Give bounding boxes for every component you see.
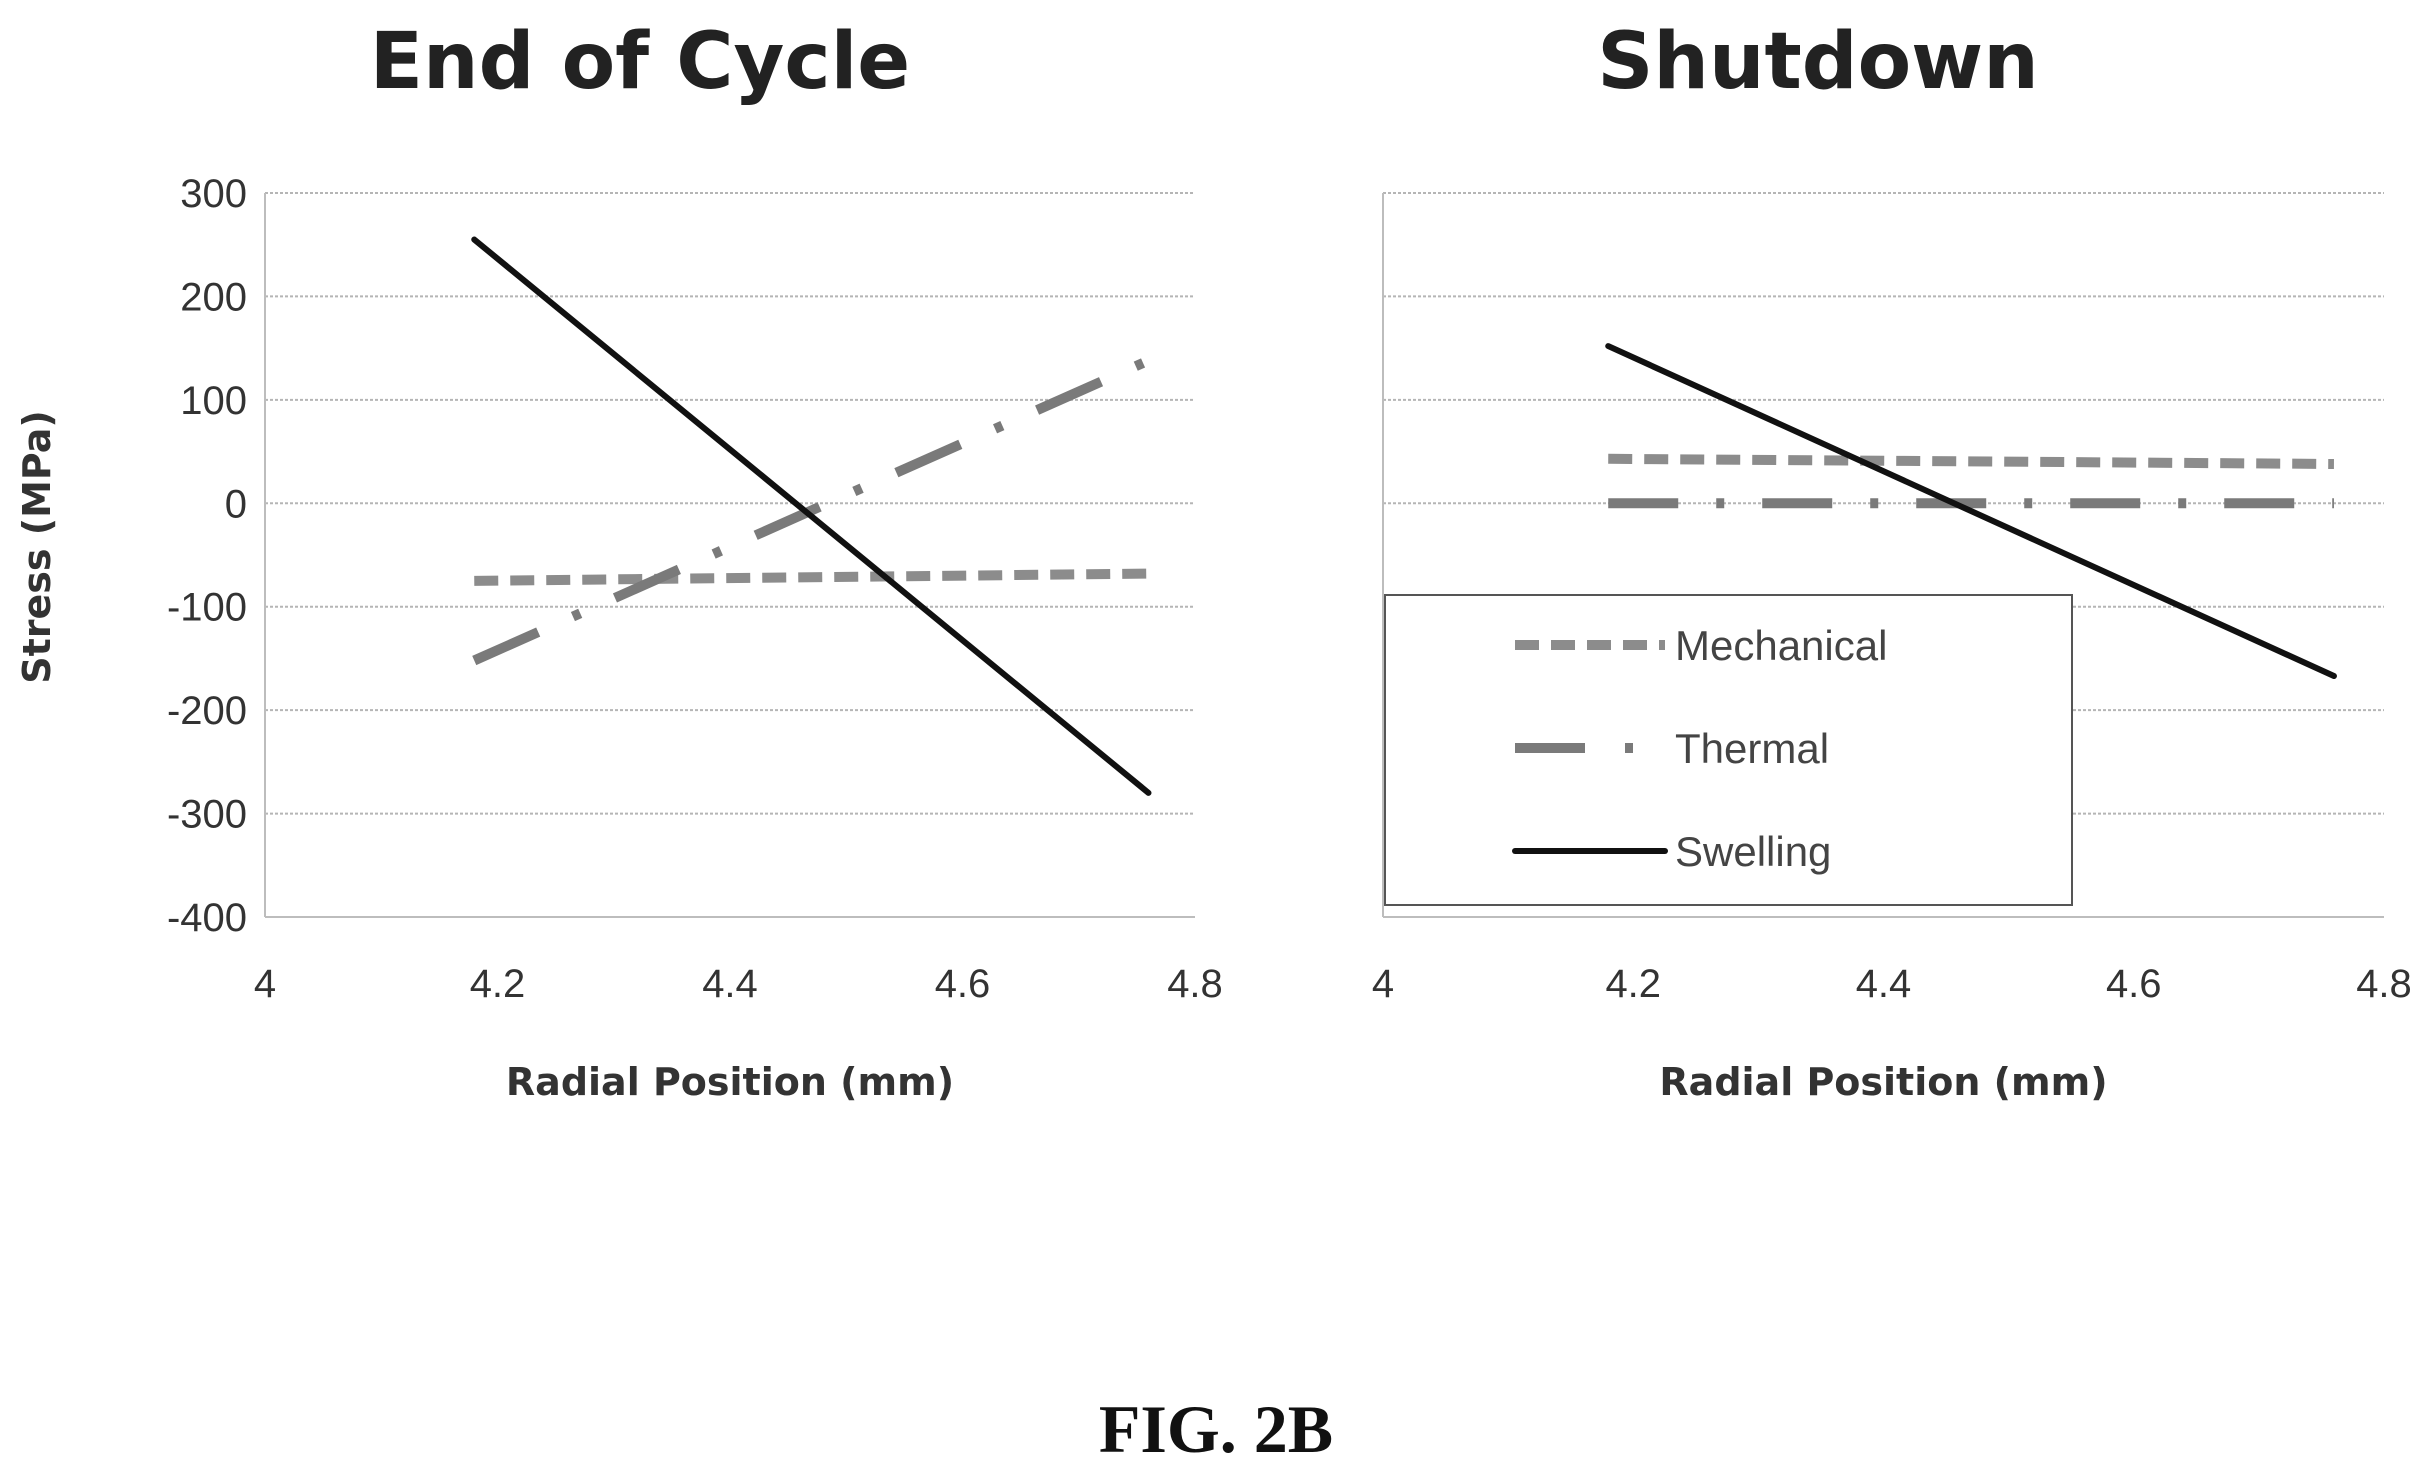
x-axis-label: Radial Position (mm) (1659, 1060, 2107, 1104)
figure-caption: FIG. 2B (1099, 1391, 1333, 1467)
series-swelling-line (1605, 343, 2337, 680)
x-tick-label: 4 (1372, 962, 1394, 1006)
x-tick-label: 4.2 (470, 962, 526, 1006)
x-tick-label: 4 (254, 962, 276, 1006)
y-tick-label: 0 (225, 482, 247, 526)
y-tick-label: -400 (167, 896, 247, 940)
y-axis-label: Stress (MPa) (15, 410, 59, 684)
legend: Mechanical Thermal Swelling (1384, 594, 2073, 906)
x-tick-label: 4.4 (1856, 962, 1912, 1006)
x-axis-label: Radial Position (mm) (506, 1060, 954, 1104)
legend-label-thermal: Thermal (1675, 725, 1829, 772)
y-tick-label: 300 (180, 172, 247, 216)
series-thermal-line (472, 355, 1151, 666)
chart-title: End of Cycle (370, 17, 910, 107)
legend-label-mechanical: Mechanical (1675, 622, 1887, 669)
x-tick-label: 4.8 (2356, 962, 2412, 1006)
x-tick-label: 4.2 (1605, 962, 1661, 1006)
chart-title: Shutdown (1597, 17, 2039, 107)
y-tick-label: -200 (167, 689, 247, 733)
y-tick-label: -300 (167, 793, 247, 837)
series-mechanical-line (474, 568, 1149, 586)
y-tick-label: 200 (180, 275, 247, 319)
x-tick-label: 4.6 (935, 962, 991, 1006)
x-tick-label: 4.4 (702, 962, 758, 1006)
x-tick-label: 4.8 (1167, 962, 1223, 1006)
y-tick-label: 100 (180, 379, 247, 423)
series-mechanical-line (1608, 453, 2334, 469)
legend-label-swelling: Swelling (1675, 828, 1831, 875)
chart-shutdown: Shutdown 4 4.2 4.4 4.6 4.8 Radial Position (mm… (1372, 17, 2412, 1104)
y-tick-label: -100 (167, 586, 247, 630)
legend-box (1384, 594, 2073, 906)
x-tick-label: 4.6 (2106, 962, 2162, 1006)
series-swelling-line (471, 236, 1152, 796)
